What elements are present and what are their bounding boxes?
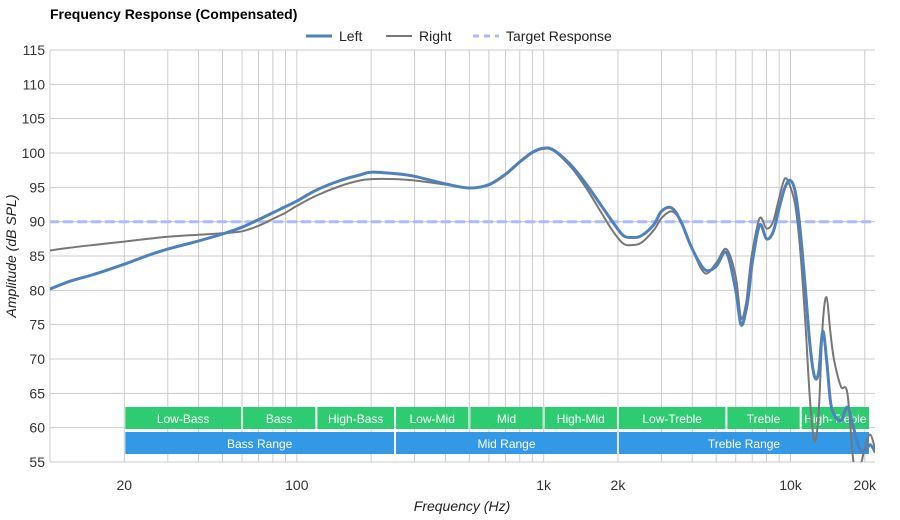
- y-tick-label: 70: [29, 351, 45, 367]
- x-tick-label: 100: [285, 477, 309, 493]
- band-box: [470, 407, 543, 429]
- band-box: [396, 432, 617, 454]
- band-box: [544, 407, 617, 429]
- band-label: Low-Mid: [410, 412, 455, 426]
- y-tick-label: 55: [29, 454, 45, 470]
- band-box: [618, 407, 726, 429]
- y-tick-label: 115: [23, 42, 46, 58]
- series-line-right: [50, 147, 875, 462]
- x-axis-label: Frequency (Hz): [414, 498, 510, 514]
- legend-label: Target Response: [506, 28, 612, 44]
- band-box: [125, 407, 242, 429]
- plot-area: [50, 146, 875, 462]
- x-tick-label: 20: [117, 477, 133, 493]
- band-box: [727, 407, 800, 429]
- x-tick-label: 10k: [779, 477, 803, 493]
- y-axis-label: Amplitude (dB SPL): [3, 195, 19, 319]
- band-label: Mid: [497, 412, 516, 426]
- y-axis-ticks: 55 60 65 70 75 80 85 90 95 100 105 110 115: [22, 42, 46, 470]
- x-axis-ticks: 20 100 1k 2k 10k 20k: [117, 477, 878, 493]
- band-label: Bass: [266, 412, 293, 426]
- band-label: Mid Range: [477, 437, 535, 451]
- y-tick-label: 60: [29, 420, 45, 436]
- y-tick-label: 75: [29, 317, 45, 333]
- y-tick-label: 105: [22, 111, 46, 127]
- band-box: [243, 407, 316, 429]
- band-box: [125, 432, 395, 454]
- y-tick-label: 90: [29, 214, 45, 230]
- x-tick-label: 20k: [853, 477, 877, 493]
- y-tick-label: 110: [23, 76, 46, 92]
- band-label: Treble Range: [708, 437, 781, 451]
- band-label: Low-Treble: [642, 412, 702, 426]
- y-tick-label: 80: [29, 282, 45, 298]
- y-tick-label: 85: [29, 248, 45, 264]
- frequency-bands: Low-Bass Bass High-Bass Low-Mid Mid High-Mid L…: [125, 407, 870, 454]
- chart-title: Frequency Response (Compensated): [50, 6, 297, 22]
- band-box: [317, 407, 395, 429]
- x-tick-label: 1k: [536, 477, 552, 493]
- band-label: Bass Range: [227, 437, 293, 451]
- band-label: Treble: [747, 412, 781, 426]
- legend-label: Right: [419, 28, 452, 44]
- band-label: Low-Bass: [157, 412, 210, 426]
- x-tick-label: 2k: [611, 477, 627, 493]
- legend: Left Right Target Response: [306, 28, 612, 44]
- band-label: High-Mid: [557, 412, 605, 426]
- band-box: [396, 407, 469, 429]
- legend-label: Left: [339, 28, 362, 44]
- y-tick-label: 95: [29, 179, 45, 195]
- series-line-left: [50, 146, 875, 454]
- y-tick-label: 100: [22, 145, 46, 161]
- band-label: High-Bass: [328, 412, 383, 426]
- band-box: [618, 432, 870, 454]
- y-tick-label: 65: [29, 385, 45, 401]
